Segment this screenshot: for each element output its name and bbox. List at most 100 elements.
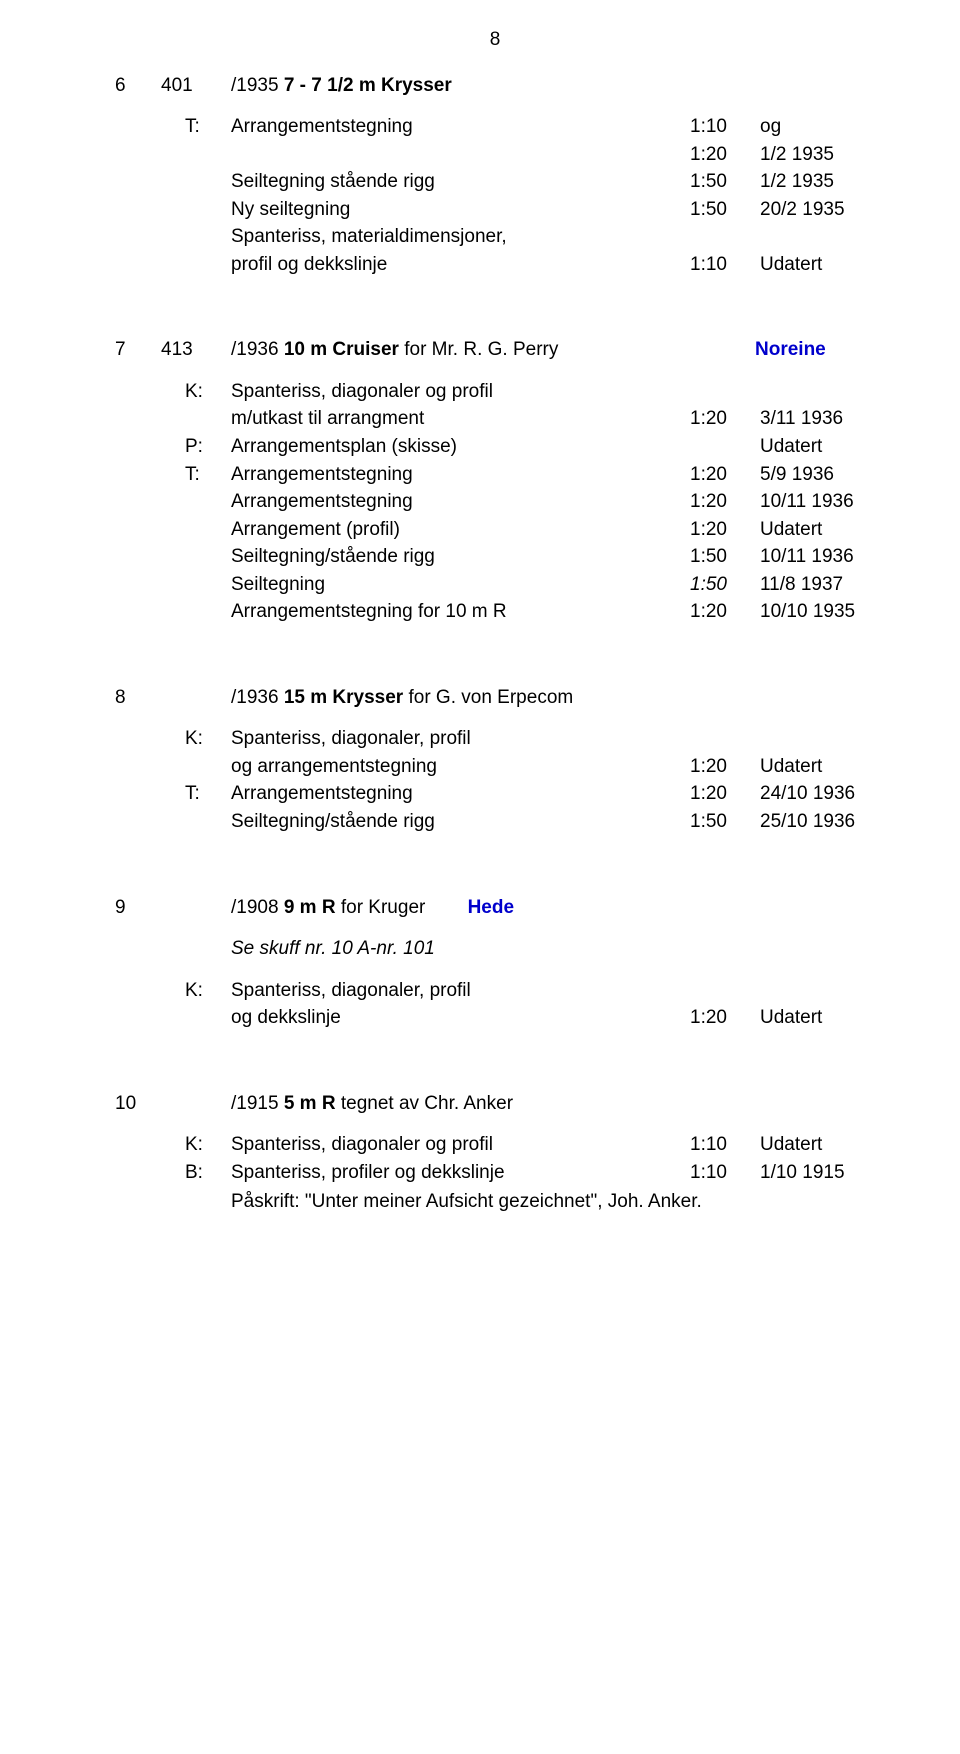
entry: 9/1908 9 m R for Kruger Hede Se skuff nr.… xyxy=(115,894,875,1032)
entry-rows: K:Spanteriss, diagonaler og profilm/utka… xyxy=(115,378,875,626)
table-row: Arrangement (profil)1:20Udatert xyxy=(185,516,875,544)
entry-subnote: Se skuff nr. 10 A-nr. 101 xyxy=(115,935,875,963)
entry-vessel-name: Hede xyxy=(468,897,514,918)
entry-vessel-name xyxy=(755,684,875,712)
table-row: K:Spanteriss, diagonaler og profil1:10Ud… xyxy=(185,1131,875,1159)
row-scale: 1:50 xyxy=(690,808,760,836)
table-row: profil og dekkslinje1:10Udatert xyxy=(185,251,875,279)
row-scale: 1:20 xyxy=(690,753,760,781)
entry: 8/1936 15 m Krysser for G. von Erpecom K:… xyxy=(115,684,875,836)
row-description: Seiltegning xyxy=(231,571,690,599)
entry-seq: 6 xyxy=(115,72,161,100)
entry-seq: 9 xyxy=(115,894,161,922)
row-scale: 1:20 xyxy=(690,405,760,433)
row-description: Spanteriss, diagonaler, profil xyxy=(231,977,690,1005)
row-scale: 1:10 xyxy=(690,113,760,141)
entry-seq: 8 xyxy=(115,684,161,712)
entry-vessel-name xyxy=(755,1090,875,1118)
table-row: og arrangementstegning1:20Udatert xyxy=(185,753,875,781)
row-scale: 1:50 xyxy=(690,571,760,599)
entry: 10/1915 5 m R tegnet av Chr. AnkerK:Span… xyxy=(115,1090,875,1216)
entry-rows: K:Spanteriss, diagonaler, profilog arran… xyxy=(115,725,875,835)
row-scale: 1:20 xyxy=(690,1004,760,1032)
row-scale: 1:50 xyxy=(690,196,760,224)
entry-title: /1936 10 m Cruiser for Mr. R. G. Perry xyxy=(231,336,755,364)
row-scale: 1:20 xyxy=(690,598,760,626)
table-row: 1:201/2 1935 xyxy=(185,141,875,169)
row-date: Udatert xyxy=(760,433,875,461)
entry-subnote-text: Se skuff nr. 10 A-nr. 101 xyxy=(231,935,875,963)
entry-title: /1915 5 m R tegnet av Chr. Anker xyxy=(231,1090,755,1118)
row-description: Arrangement (profil) xyxy=(231,516,690,544)
entries-container: 6401/1935 7 - 7 1/2 m KrysserT:Arrangeme… xyxy=(115,72,875,1216)
row-marker: T: xyxy=(185,113,231,141)
table-row: Arrangementstegning for 10 m R1:2010/10 … xyxy=(185,598,875,626)
table-row: P:Arrangementsplan (skisse)Udatert xyxy=(185,433,875,461)
entry-vessel-name xyxy=(755,894,875,922)
entry-head: 7413/1936 10 m Cruiser for Mr. R. G. Per… xyxy=(115,336,875,364)
entry-head: 9/1908 9 m R for Kruger Hede xyxy=(115,894,875,922)
row-marker: K: xyxy=(185,1131,231,1159)
row-date: Udatert xyxy=(760,516,875,544)
entry-head: 6401/1935 7 - 7 1/2 m Krysser xyxy=(115,72,875,100)
entry-head: 8/1936 15 m Krysser for G. von Erpecom xyxy=(115,684,875,712)
row-description: Spanteriss, diagonaler, profil xyxy=(231,725,690,753)
row-marker: K: xyxy=(185,977,231,1005)
row-date: 1/10 1915 xyxy=(760,1159,875,1187)
row-description: Seiltegning/stående rigg xyxy=(231,808,690,836)
row-marker: T: xyxy=(185,780,231,808)
table-row: K:Spanteriss, diagonaler, profil xyxy=(185,977,875,1005)
entry-title-prefix: /1936 xyxy=(231,687,284,708)
entry-title-prefix: /1935 xyxy=(231,75,284,96)
entry-id xyxy=(161,1090,231,1118)
entry-title-prefix: /1915 xyxy=(231,1093,284,1114)
row-marker: K: xyxy=(185,725,231,753)
entry-id xyxy=(161,894,231,922)
row-scale: 1:20 xyxy=(690,488,760,516)
row-description: Seiltegning/stående rigg xyxy=(231,543,690,571)
table-row: B:Spanteriss, profiler og dekkslinje1:10… xyxy=(185,1159,875,1187)
row-description: m/utkast til arrangment xyxy=(231,405,690,433)
row-marker: K: xyxy=(185,378,231,406)
table-row: Seiltegning/stående rigg1:5025/10 1936 xyxy=(185,808,875,836)
row-date: 11/8 1937 xyxy=(760,571,875,599)
row-marker: P: xyxy=(185,433,231,461)
entry-title-bold: 10 m Cruiser xyxy=(284,339,399,360)
row-description: og dekkslinje xyxy=(231,1004,690,1032)
entry: 7413/1936 10 m Cruiser for Mr. R. G. Per… xyxy=(115,336,875,625)
row-date: Udatert xyxy=(760,1004,875,1032)
entry-title-suffix: tegnet av Chr. Anker xyxy=(336,1093,513,1114)
entry-title-suffix: for Mr. R. G. Perry xyxy=(399,339,558,360)
row-date: 10/11 1936 xyxy=(760,543,875,571)
entry-vessel-name: Noreine xyxy=(755,336,875,364)
entry-head: 10/1915 5 m R tegnet av Chr. Anker xyxy=(115,1090,875,1118)
row-scale: 1:10 xyxy=(690,1159,760,1187)
entry-title: /1908 9 m R for Kruger Hede xyxy=(231,894,755,922)
row-date: Udatert xyxy=(760,753,875,781)
entry-title-bold: 7 - 7 1/2 m Krysser xyxy=(284,75,452,96)
table-row: T:Arrangementstegning1:205/9 1936 xyxy=(185,461,875,489)
entry-title: /1935 7 - 7 1/2 m Krysser xyxy=(231,72,755,100)
row-scale: 1:20 xyxy=(690,780,760,808)
row-scale: 1:20 xyxy=(690,516,760,544)
row-description: Arrangementstegning xyxy=(231,780,690,808)
row-scale: 1:10 xyxy=(690,1131,760,1159)
row-description: Spanteriss, diagonaler og profil xyxy=(231,378,690,406)
row-date: 10/11 1936 xyxy=(760,488,875,516)
entry-seq: 10 xyxy=(115,1090,161,1118)
entry-title-prefix: /1908 xyxy=(231,897,284,918)
row-description: Spanteriss, profiler og dekkslinje xyxy=(231,1159,690,1187)
row-date: 10/10 1935 xyxy=(760,598,875,626)
table-row: T:Arrangementstegning1:10og xyxy=(185,113,875,141)
table-row: og dekkslinje1:20Udatert xyxy=(185,1004,875,1032)
row-description: Arrangementstegning xyxy=(231,461,690,489)
page-number: 8 xyxy=(115,26,875,54)
table-row: Seiltegning/stående rigg1:5010/11 1936 xyxy=(185,543,875,571)
row-date: Udatert xyxy=(760,251,875,279)
row-date: Udatert xyxy=(760,1131,875,1159)
row-date: og xyxy=(760,113,875,141)
entry-rows: K:Spanteriss, diagonaler og profil1:10Ud… xyxy=(115,1131,875,1186)
row-date: 3/11 1936 xyxy=(760,405,875,433)
table-row: Spanteriss, materialdimensjoner, xyxy=(185,223,875,251)
entry-rows: T:Arrangementstegning1:10og1:201/2 1935 S… xyxy=(115,113,875,278)
